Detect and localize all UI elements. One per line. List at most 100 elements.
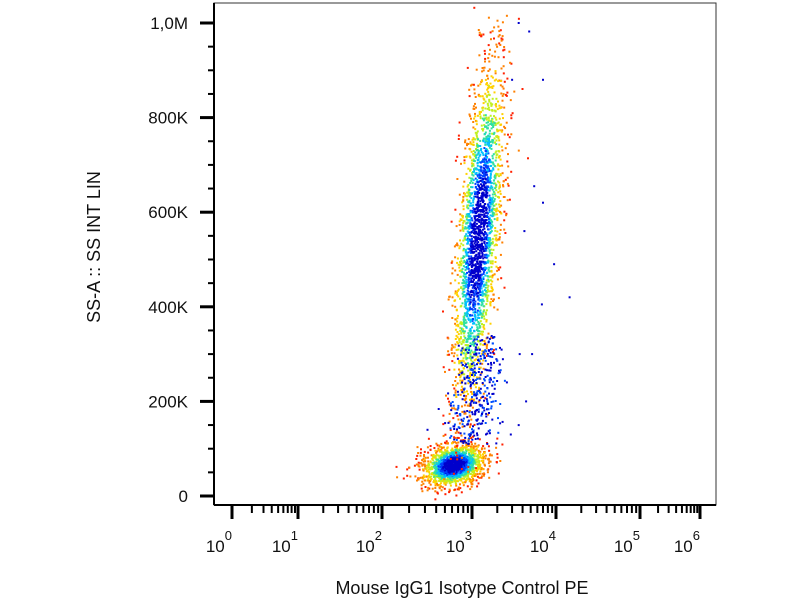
y-tick-label: 1,0M <box>150 14 188 33</box>
scatter-point <box>489 262 492 265</box>
scatter-point <box>490 335 493 337</box>
scatter-point <box>491 220 494 223</box>
scatter-point <box>477 317 480 319</box>
scatter-point <box>484 154 487 157</box>
scatter-point <box>484 162 487 165</box>
scatter-point <box>500 92 503 95</box>
scatter-point <box>483 261 486 264</box>
scatter-point <box>462 474 465 477</box>
scatter-point <box>443 487 446 490</box>
scatter-point <box>475 250 478 253</box>
scatter-point <box>468 414 471 417</box>
scatter-point <box>490 210 493 213</box>
scatter-point <box>471 400 474 402</box>
scatter-point <box>495 213 498 216</box>
scatter-point <box>498 185 501 188</box>
scatter-point <box>486 162 489 165</box>
scatter-point <box>469 156 472 159</box>
scatter-point <box>484 311 487 314</box>
scatter-point <box>434 476 437 479</box>
scatter-point <box>481 350 484 353</box>
scatter-point <box>461 423 464 426</box>
scatter-point <box>481 160 484 163</box>
scatter-point <box>459 393 462 396</box>
scatter-point <box>471 299 474 302</box>
scatter-point <box>448 468 451 471</box>
scatter-point <box>454 279 457 282</box>
scatter-point <box>480 222 483 225</box>
scatter-point <box>502 72 505 75</box>
scatter-point <box>473 423 476 426</box>
scatter-point <box>449 478 452 481</box>
scatter-point <box>482 210 485 213</box>
scatter-point <box>499 192 502 195</box>
scatter-point <box>459 440 462 443</box>
scatter-point <box>491 418 494 421</box>
scatter-point <box>452 355 455 358</box>
scatter-point <box>446 447 449 450</box>
scatter-point <box>487 159 490 162</box>
scatter-point <box>466 142 469 145</box>
scatter-point <box>467 351 470 354</box>
scatter-point <box>417 452 420 454</box>
scatter-point <box>486 225 489 228</box>
scatter-point <box>457 342 459 345</box>
scatter-point <box>441 463 444 466</box>
scatter-point <box>470 242 473 245</box>
scatter-point <box>477 149 480 152</box>
scatter-point <box>465 307 467 310</box>
scatter-point <box>498 175 500 178</box>
scatter-point <box>457 407 460 409</box>
scatter-point <box>465 216 468 219</box>
scatter-point <box>479 454 482 457</box>
scatter-point <box>493 208 496 211</box>
scatter-point <box>449 436 452 439</box>
scatter-point <box>450 480 453 483</box>
scatter-point <box>463 378 466 381</box>
scatter-point <box>479 373 482 376</box>
scatter-point <box>430 477 433 480</box>
scatter-point <box>472 121 475 123</box>
scatter-point <box>491 356 494 358</box>
scatter-point <box>436 491 439 494</box>
scatter-point <box>475 293 478 296</box>
scatter-point <box>437 474 440 477</box>
scatter-point <box>479 422 482 425</box>
scatter-point <box>470 431 473 434</box>
scatter-point <box>482 257 485 260</box>
scatter-point <box>476 262 479 265</box>
scatter-point <box>470 217 473 220</box>
scatter-point <box>494 151 497 154</box>
scatter-point <box>494 182 497 185</box>
scatter-point <box>457 441 460 444</box>
scatter-point <box>481 468 484 471</box>
scatter-point <box>467 207 470 210</box>
scatter-point <box>481 472 484 475</box>
scatter-point <box>461 477 464 480</box>
scatter-point <box>487 203 489 206</box>
scatter-point <box>460 361 463 364</box>
scatter-point <box>448 403 451 406</box>
scatter-point <box>490 209 493 212</box>
scatter-point <box>479 204 482 207</box>
scatter-point <box>479 235 482 238</box>
scatter-point <box>463 159 466 162</box>
scatter-point <box>473 250 476 253</box>
scatter-point <box>486 177 489 180</box>
scatter-point <box>499 403 502 405</box>
scatter-point <box>458 422 461 425</box>
scatter-point <box>470 180 473 182</box>
scatter-point <box>481 128 484 130</box>
scatter-point <box>467 225 470 228</box>
scatter-point <box>495 43 498 46</box>
scatter-point <box>482 97 485 100</box>
scatter-point <box>469 219 472 221</box>
scatter-point <box>474 442 477 445</box>
scatter-point <box>492 85 495 88</box>
scatter-point <box>475 391 478 394</box>
scatter-point <box>481 80 484 83</box>
scatter-point <box>484 232 487 235</box>
scatter-point <box>490 104 493 107</box>
scatter-point <box>456 456 459 459</box>
scatter-point <box>480 457 483 459</box>
